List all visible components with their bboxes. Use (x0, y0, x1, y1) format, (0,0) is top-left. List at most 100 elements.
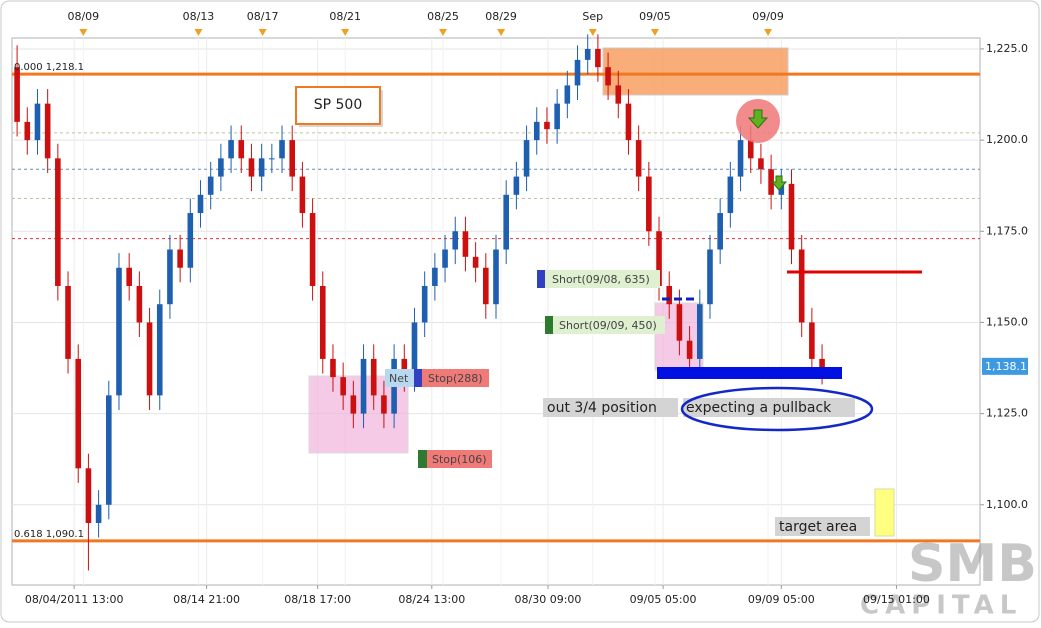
candle-body (75, 358, 82, 469)
y-tick-label: 1,100.0 (986, 498, 1028, 511)
candle-body (167, 249, 173, 305)
top-tick-label: 09/09 (752, 10, 784, 23)
candle-body (778, 183, 785, 195)
candle-body (758, 158, 764, 170)
candle-body (676, 304, 683, 341)
candle-body (544, 121, 550, 130)
candle-body (503, 194, 509, 250)
candle-body (717, 213, 723, 250)
candle-body (228, 140, 234, 159)
candle-body (177, 249, 183, 268)
candle-body (146, 322, 153, 396)
order-marker (545, 316, 553, 334)
top-tick-label: 08/13 (183, 10, 215, 23)
y-tick-label: 1,225.0 (986, 42, 1028, 55)
candle-body (370, 358, 377, 396)
candle-body (483, 267, 489, 305)
candle-body (34, 103, 41, 141)
top-tick (439, 29, 448, 36)
candle-body (279, 140, 285, 159)
comment-bg (775, 517, 870, 536)
stop-label: Stop(288) (428, 372, 483, 385)
candle-body (656, 231, 662, 286)
order-marker (418, 450, 427, 468)
comment-bg (683, 398, 855, 417)
x-tick-label: 08/24 13:00 (398, 593, 465, 606)
x-tick-label: 08/30 09:00 (515, 593, 582, 606)
candle-body (452, 231, 459, 250)
top-tick (650, 29, 659, 36)
candle-body (819, 358, 825, 370)
net-label: Net (389, 372, 409, 385)
x-tick-label: 09/05 05:00 (630, 593, 697, 606)
candle-body (768, 169, 774, 195)
candle-body (136, 285, 143, 323)
comment-ellipse (680, 386, 874, 432)
candle-body (513, 176, 520, 195)
watermark: CAPITAL (860, 591, 1022, 621)
top-tick (764, 29, 773, 36)
candle-body (105, 395, 112, 505)
candle-body (330, 358, 336, 378)
candle-body (707, 249, 713, 305)
candle-body (462, 231, 469, 257)
y-tick-label: 1,200.0 (986, 133, 1028, 146)
candle-body (381, 395, 387, 414)
x-tick-label: 09/09 05:00 (748, 593, 815, 606)
comment: target area (779, 519, 857, 535)
x-tick-label: 08/04/2011 13:00 (25, 593, 124, 606)
down-arrow (770, 175, 788, 191)
net-bg (385, 369, 414, 387)
stop-label-bg (422, 369, 489, 387)
fib-label: 0.618 1,090.1 (14, 529, 84, 540)
candle-body (421, 285, 428, 323)
candle-body (605, 67, 611, 86)
top-tick-label: 08/17 (247, 10, 279, 23)
candle-body (696, 304, 703, 359)
candle-body (309, 213, 316, 286)
candle-body (809, 322, 815, 359)
y-tick-label: 1,125.0 (986, 407, 1028, 420)
candle-body (666, 285, 673, 305)
order-label: Short(09/09, 450) (559, 319, 657, 332)
candle-body (187, 213, 194, 268)
target-zone (874, 488, 895, 537)
top-tick-label: Sep (582, 10, 603, 23)
candle-body (197, 194, 204, 214)
candle-body (595, 48, 601, 68)
candle-body (350, 395, 357, 414)
y-tick-label: 1,150.0 (986, 315, 1028, 328)
candle-body (625, 103, 632, 141)
comment-bg (543, 398, 678, 417)
candle-body (523, 140, 530, 177)
candle-body (615, 85, 622, 104)
candle-body (95, 504, 102, 524)
candle-body (432, 267, 438, 286)
down-arrow (747, 109, 769, 129)
candle-body (289, 140, 296, 177)
resistance-zone (602, 47, 789, 96)
candle-body (218, 158, 224, 177)
candle-body (635, 140, 642, 177)
stop-label: Stop(106) (432, 453, 487, 466)
top-tick (341, 29, 350, 36)
top-tick (258, 29, 267, 36)
title-box (295, 86, 381, 125)
candle-body (258, 158, 265, 177)
top-tick (497, 29, 506, 36)
candle-body (126, 267, 132, 286)
candle-body (319, 285, 326, 359)
x-tick-label: 08/18 17:00 (284, 593, 351, 606)
candle-body (14, 67, 20, 122)
x-tick-label: 09/15 01:00 (863, 593, 930, 606)
candle-body (411, 322, 418, 378)
candle-body (85, 468, 92, 524)
chart-title: SP 500 (314, 97, 363, 113)
top-tick-label: 08/09 (67, 10, 99, 23)
candle-body (564, 85, 571, 104)
y-tick-label: 1,175.0 (986, 224, 1028, 237)
candle-body (65, 285, 71, 359)
last-price-box (982, 357, 1028, 375)
candle-body (442, 249, 448, 268)
